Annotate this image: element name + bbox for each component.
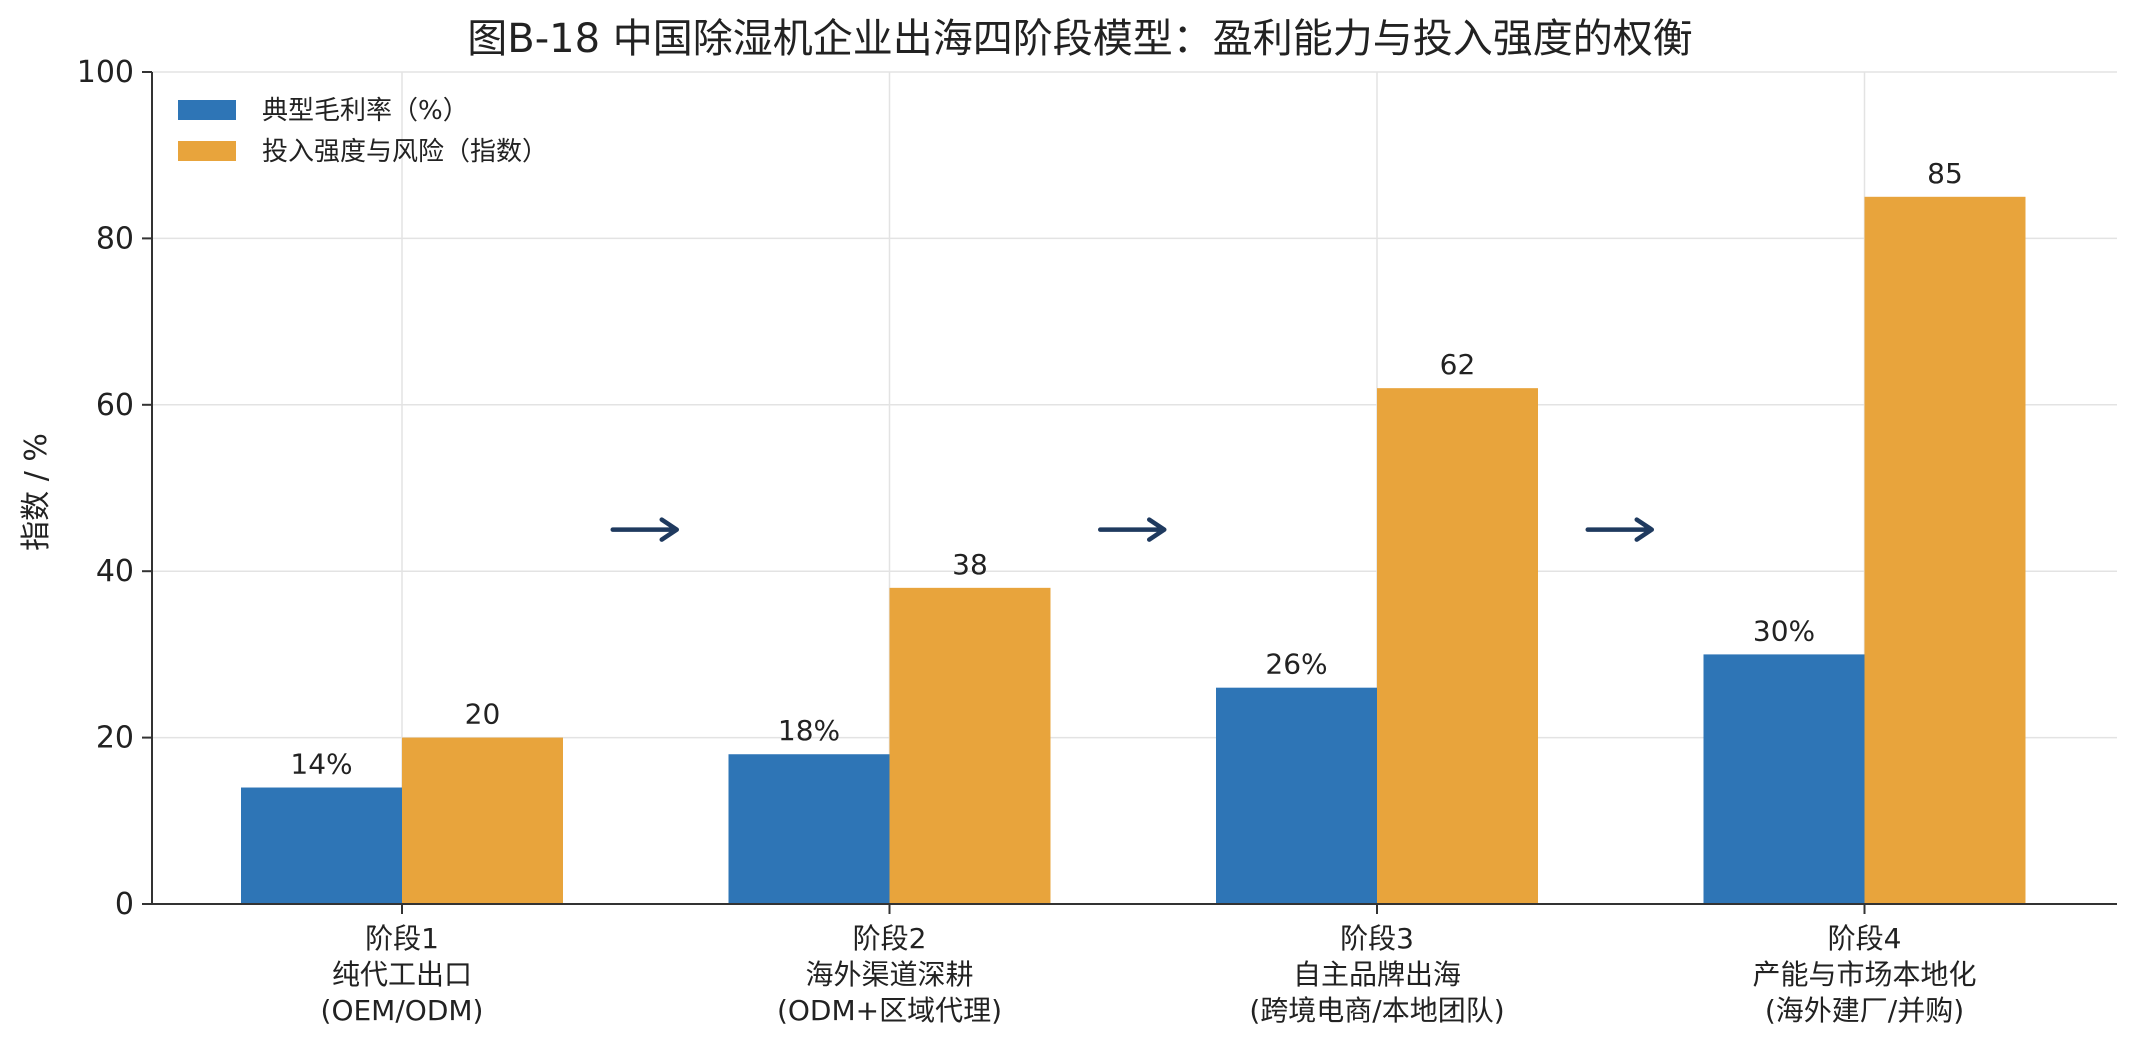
category-label: 海外渠道深耕 <box>805 958 973 991</box>
category-label: 自主品牌出海 <box>1293 958 1461 991</box>
y-tick-label: 20 <box>96 721 134 756</box>
bar-layer <box>241 196 2026 905</box>
data-label: 85 <box>1927 157 1963 190</box>
data-label: 26% <box>1265 648 1327 681</box>
bar-series2-stage4 <box>1864 196 2026 905</box>
category-label: 阶段1 <box>365 922 439 955</box>
bar-series2-stage1 <box>402 737 563 904</box>
arrow-layer <box>610 517 1654 542</box>
stage-arrow <box>1098 517 1167 542</box>
legend-label: 典型毛利率（%） <box>262 96 469 126</box>
category-label: 阶段4 <box>1828 922 1902 955</box>
tick-layer: 0 20 40 60 80 100 <box>77 55 1866 922</box>
data-label: 20 <box>465 698 501 731</box>
bar-series1-stage1 <box>241 787 402 904</box>
data-label: 38 <box>952 548 988 581</box>
bar-series2-stage3 <box>1377 388 1538 904</box>
category-label: 阶段3 <box>1340 922 1414 955</box>
axis-layer <box>151 72 2117 905</box>
legend-label: 投入强度与风险（指数） <box>262 137 548 167</box>
data-label: 30% <box>1753 614 1815 647</box>
category-label: 阶段2 <box>853 922 927 955</box>
stage-arrow <box>1585 517 1654 542</box>
data-label: 62 <box>1440 348 1476 381</box>
category-label: (ODM+区域代理) <box>777 994 1002 1027</box>
stage-arrow <box>610 517 679 542</box>
y-tick-label: 100 <box>77 55 134 90</box>
data-label: 14% <box>290 748 352 781</box>
category-label: (海外建厂/并购) <box>1765 994 1964 1027</box>
legend-swatch <box>178 100 236 120</box>
y-tick-label: 0 <box>115 887 134 922</box>
category-label: (OEM/ODM) <box>321 994 484 1027</box>
y-tick-label: 60 <box>96 388 134 423</box>
category-label: 纯代工出口 <box>332 958 472 991</box>
bar-series2-stage2 <box>889 587 1051 904</box>
chart-title: 图B-18 中国除湿机企业出海四阶段模型：盈利能力与投入强度的权衡 <box>467 16 1693 62</box>
legend: 典型毛利率（%） 投入强度与风险（指数） <box>178 96 548 167</box>
bar-series1-stage3 <box>1216 687 1377 904</box>
legend-swatch <box>178 141 236 161</box>
category-label: 产能与市场本地化 <box>1752 958 1976 991</box>
bar-series1-stage4 <box>1703 654 1865 904</box>
bar-series1-stage2 <box>728 754 890 904</box>
category-label: (跨境电商/本地团队) <box>1249 994 1504 1027</box>
y-tick-label: 40 <box>96 554 134 589</box>
data-label-layer: 14% 18% 26% 30% 20 38 62 85 <box>290 157 1962 781</box>
y-axis-label: 指数 / % <box>19 433 54 551</box>
y-tick-label: 80 <box>96 221 134 256</box>
data-label: 18% <box>778 714 840 747</box>
